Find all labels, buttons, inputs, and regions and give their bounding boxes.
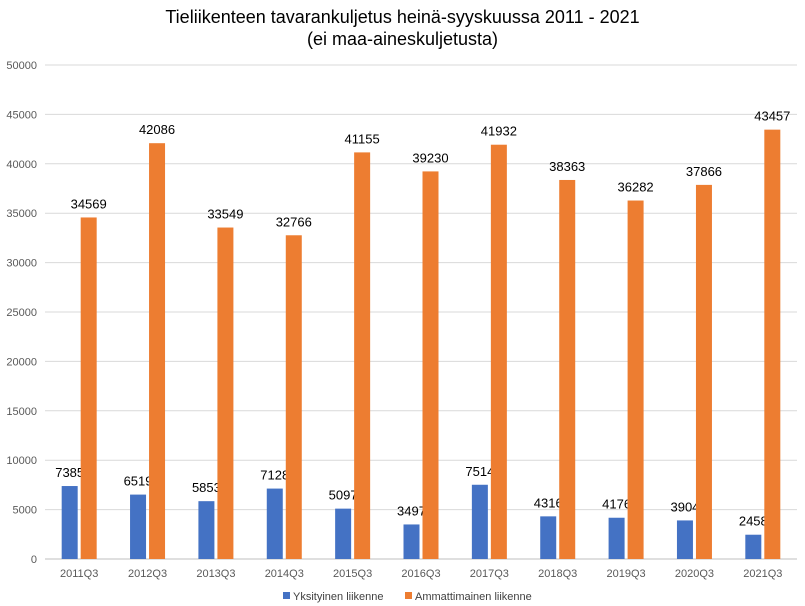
- x-tick-label: 2018Q3: [538, 568, 577, 580]
- bar: [403, 524, 420, 559]
- bar: [285, 235, 302, 560]
- bar: [627, 200, 644, 559]
- bar: [61, 486, 78, 559]
- data-label: 33549: [207, 207, 243, 222]
- bar: [266, 488, 283, 559]
- y-tick-label: 40000: [6, 159, 37, 171]
- bar: [422, 171, 439, 559]
- x-tick-label: 2016Q3: [401, 568, 440, 580]
- data-label: 3904: [670, 499, 699, 514]
- data-label: 7514: [465, 464, 494, 479]
- x-tick-label: 2013Q3: [196, 568, 235, 580]
- data-label: 4176: [602, 497, 631, 512]
- data-label: 41932: [481, 124, 517, 139]
- bar: [471, 484, 488, 559]
- bar: [695, 184, 712, 560]
- x-tick-label: 2017Q3: [470, 568, 509, 580]
- bar: [217, 227, 234, 559]
- data-label: 36282: [618, 180, 654, 195]
- data-label: 43457: [754, 109, 790, 124]
- legend-label: Yksityinen liikenne: [293, 591, 384, 603]
- bar: [335, 508, 352, 559]
- x-tick-label: 2021Q3: [743, 568, 782, 580]
- x-tick-label: 2015Q3: [333, 568, 372, 580]
- legend-label: Ammattimainen liikenne: [415, 591, 532, 603]
- x-tick-label: 2014Q3: [265, 568, 304, 580]
- y-tick-label: 20000: [6, 356, 37, 368]
- y-tick-label: 45000: [6, 109, 37, 121]
- data-label: 5853: [192, 480, 221, 495]
- y-tick-label: 10000: [6, 455, 37, 467]
- y-tick-label: 30000: [6, 258, 37, 270]
- bar: [490, 144, 507, 559]
- x-tick-label: 2011Q3: [60, 568, 98, 580]
- chart-title-line: Tieliikenteen tavarankuljetus heinä-syys…: [165, 7, 640, 27]
- bar: [198, 501, 215, 559]
- bar: [608, 517, 625, 559]
- data-label: 3497: [397, 503, 426, 518]
- bar: [764, 129, 781, 559]
- bar: [676, 520, 693, 559]
- bar: [80, 217, 97, 559]
- y-tick-label: 15000: [6, 406, 37, 418]
- data-label: 34569: [71, 196, 107, 211]
- x-tick-label: 2019Q3: [607, 568, 646, 580]
- y-tick-label: 0: [31, 554, 37, 566]
- data-label: 42086: [139, 122, 175, 137]
- bar: [540, 516, 557, 559]
- data-label: 7385: [55, 465, 84, 480]
- y-tick-label: 35000: [6, 208, 37, 220]
- data-label: 5097: [329, 488, 358, 503]
- x-tick-label: 2012Q3: [128, 568, 167, 580]
- chart-title: Tieliikenteen tavarankuljetus heinä-syys…: [0, 6, 805, 50]
- bar: [149, 143, 166, 560]
- data-label: 4316: [534, 495, 563, 510]
- x-tick-label: 2020Q3: [675, 568, 714, 580]
- bar: [130, 494, 147, 559]
- data-label: 2458: [739, 514, 768, 529]
- data-label: 32766: [276, 214, 312, 229]
- data-label: 7128: [260, 468, 289, 483]
- bar: [745, 534, 762, 559]
- data-label: 37866: [686, 164, 722, 179]
- data-label: 39230: [412, 150, 448, 165]
- data-label: 38363: [549, 159, 585, 174]
- data-label: 6519: [124, 474, 153, 489]
- data-label: 41155: [345, 131, 380, 146]
- legend-swatch: [283, 592, 290, 599]
- bar: [354, 152, 371, 559]
- y-tick-label: 25000: [6, 307, 37, 319]
- y-tick-label: 50000: [6, 60, 37, 72]
- y-tick-label: 5000: [13, 505, 37, 517]
- chart-subtitle: (ei maa-aineskuljetusta): [306, 29, 499, 49]
- bar: [559, 179, 576, 559]
- legend-swatch: [405, 592, 412, 599]
